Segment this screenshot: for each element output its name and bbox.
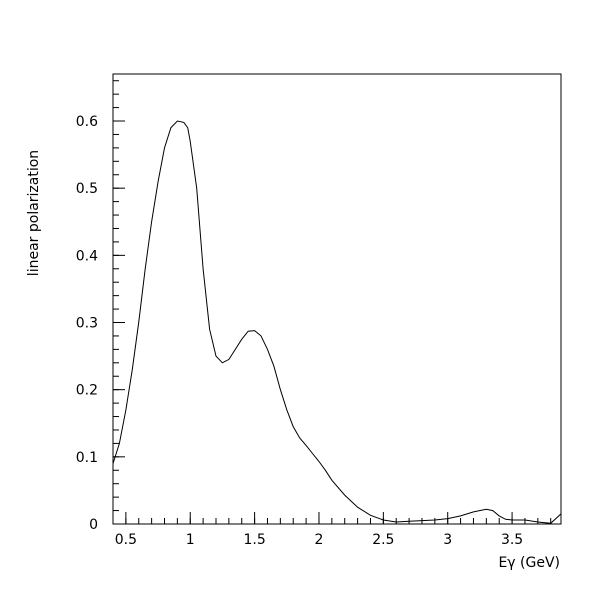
x-axis-label: Eγ (GeV) — [498, 555, 560, 571]
y-tick-label: 0.4 — [76, 248, 98, 264]
polarization-curve — [112, 120, 562, 524]
y-axis-label: linear polarization — [26, 150, 42, 276]
plot-frame — [112, 73, 562, 525]
x-tick-label: 1.5 — [243, 532, 265, 548]
y-tick-label: 0.1 — [76, 450, 98, 466]
x-tick-label: 3 — [443, 532, 452, 548]
x-tick-labels: 0.5 1 1.5 2 2.5 3 3.5 — [115, 532, 523, 548]
y-tick-label: 0.2 — [76, 383, 98, 399]
y-tick-label: 0 — [89, 517, 98, 533]
x-tick-label: 3.5 — [501, 532, 523, 548]
y-tick-label: 0.3 — [76, 316, 98, 332]
x-tick-label: 0.5 — [115, 532, 137, 548]
x-tick-label: 1 — [186, 532, 195, 548]
y-tick-label: 0.6 — [76, 114, 98, 130]
y-tick-label: 0.5 — [76, 181, 98, 197]
x-tick-label: 2 — [315, 532, 324, 548]
axis-ticks — [112, 80, 552, 525]
x-tick-label: 2.5 — [372, 532, 394, 548]
y-tick-labels: 0 0.1 0.2 0.3 0.4 0.5 0.6 — [76, 114, 98, 533]
